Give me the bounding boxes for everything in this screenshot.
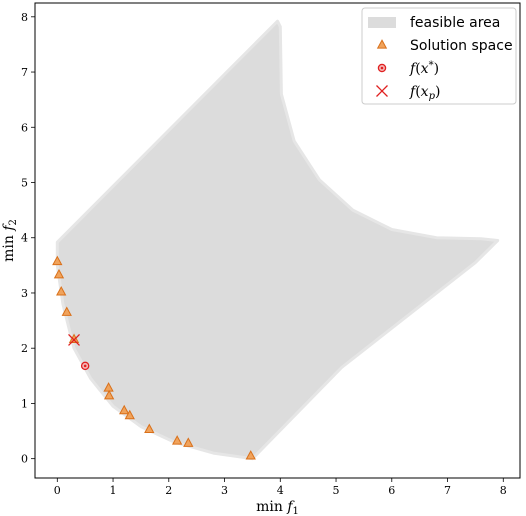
legend-x-icon [376,85,388,97]
xp-point [68,333,80,346]
x-tick-label: 7 [444,484,451,497]
x-axis-ticks: 0 1 2 3 4 5 6 7 8 [54,478,507,497]
y-tick-label: 5 [21,177,28,190]
y-axis-ticks: 0 1 2 3 4 5 6 7 8 [21,11,35,466]
legend-label-f-x-star: f(x*) [409,60,439,77]
x-tick-label: 4 [277,484,284,497]
x-tick-label: 0 [54,484,61,497]
y-tick-label: 8 [21,11,28,24]
legend-entry-feasible-area: feasible area [368,15,500,31]
legend-box [361,7,517,105]
solution-point [245,450,256,460]
plot-area [52,19,500,461]
legend-label-solution-space: Solution space [410,38,513,54]
y-tick-label: 1 [21,397,28,410]
solution-point [171,435,183,445]
solution-point [183,437,194,447]
solution-point [144,423,155,434]
solution-point [61,306,72,316]
x-axis-label: min f1 [256,499,299,516]
x-tick-label: 1 [110,484,117,497]
x-tick-label: 2 [165,484,172,497]
optimal-point-center [83,364,87,368]
legend: feasible area Solution space f(x*) f(xp) [361,7,517,105]
legend-triangle-icon [376,39,388,49]
y-tick-label: 6 [21,121,28,134]
y-tick-label: 0 [21,453,28,466]
legend-x-stroke [376,85,388,97]
xp-stroke [68,333,80,346]
legend-entry-f-x-star: f(x*) [377,60,439,77]
y-tick-label: 7 [21,66,28,79]
solution-point [103,389,115,400]
y-tick-label: 2 [21,342,28,355]
legend-entry-solution-space: Solution space [376,38,513,54]
solution-point [119,404,130,415]
x-tick-label: 6 [388,484,395,497]
legend-label-f-x-p: f(xp) [409,84,440,102]
y-axis-label: min f2 [1,219,19,262]
solution-point [124,409,135,420]
y-tick-label: 4 [21,232,28,245]
solution-point [56,286,67,296]
legend-circle-inner-icon [380,66,384,70]
x-tick-label: 8 [500,484,507,497]
axes-frame [34,2,521,479]
legend-patch-feasible-area [368,17,396,28]
solution-point [53,268,65,279]
markers-layer [52,255,256,460]
x-tick-label: 5 [333,484,340,497]
legend-label-feasible-area: feasible area [410,15,500,31]
legend-entry-f-x-p: f(xp) [376,84,440,102]
y-tick-label: 3 [21,287,28,300]
solution-point [52,255,63,266]
x-tick-label: 3 [221,484,228,497]
